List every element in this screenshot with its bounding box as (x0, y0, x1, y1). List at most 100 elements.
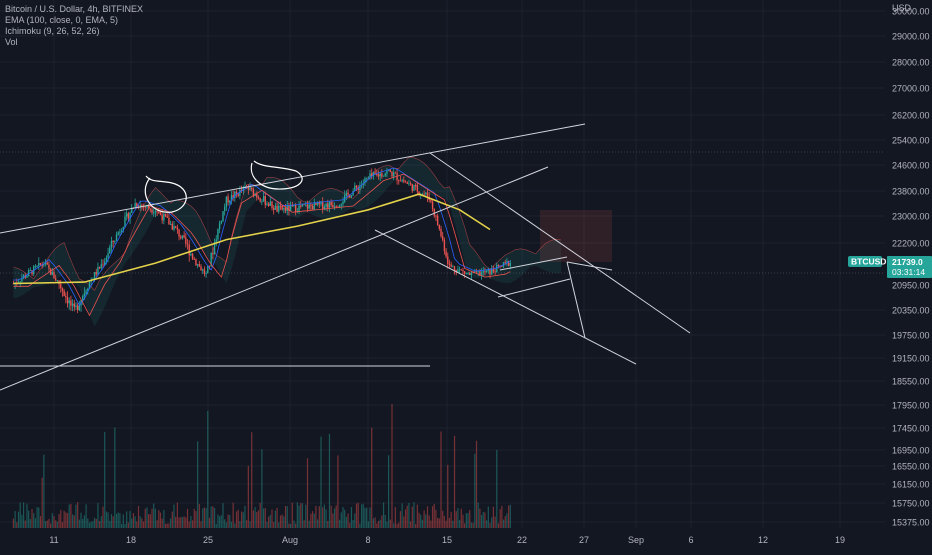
price-tick-label: 25400.00 (892, 136, 930, 146)
volume-bar (279, 515, 282, 528)
candle (273, 208, 275, 210)
candle (249, 187, 251, 190)
last-price-label: 21739.0 (892, 257, 923, 267)
volume-bar (31, 509, 33, 528)
candle (328, 201, 331, 208)
volume-bar (73, 515, 75, 528)
candle (220, 220, 223, 224)
indicator-ichimoku[interactable]: Ichimoku (9, 26, 52, 26) (5, 26, 100, 36)
ichimoku-cloud (13, 156, 612, 327)
candle (264, 196, 266, 205)
candle (261, 201, 263, 203)
candle (266, 203, 268, 205)
indicator-ema[interactable]: EMA (100, close, 0, EMA, 5) (5, 15, 119, 25)
candle (438, 225, 441, 229)
volume-bar (379, 519, 381, 528)
candle (107, 253, 109, 258)
volume-bar (168, 523, 170, 528)
candle (203, 269, 206, 274)
last-price-tag: BTCUSD 21739.0 03:31:14 (848, 256, 932, 278)
candle (198, 264, 201, 267)
volume-bar (489, 522, 491, 528)
candle (223, 206, 226, 212)
volume-bar (455, 511, 457, 528)
candle (17, 282, 20, 283)
volume-bar (215, 523, 217, 528)
bar-countdown: 03:31:14 (892, 267, 925, 277)
volume-bar (102, 506, 104, 528)
volume-bar (92, 521, 94, 528)
volume-bar (372, 518, 375, 528)
volume-bar (347, 513, 349, 528)
trendline-drawings[interactable] (0, 123, 691, 391)
volume-bar (173, 504, 175, 528)
candle (129, 212, 131, 219)
candle (215, 239, 217, 243)
candle (501, 266, 503, 267)
volume-bar (335, 505, 337, 528)
volume-bar (460, 508, 462, 528)
volume-bar (462, 514, 464, 528)
candle (217, 229, 219, 240)
volume-bar (251, 432, 253, 528)
candle (384, 173, 386, 176)
volume-bar (198, 503, 200, 528)
time-axis[interactable]: 11 18 25 Aug 8 15 22 27 Sep 6 12 19 (49, 535, 845, 545)
volume-bar (68, 504, 70, 528)
candle (371, 173, 373, 177)
price-tag-bg (887, 256, 932, 278)
volume-bar (149, 514, 151, 528)
volume-bar (440, 431, 442, 528)
volume-bar (269, 514, 271, 528)
candle (426, 192, 429, 198)
candle (21, 278, 23, 282)
volume-bar (428, 515, 430, 528)
price-tick-label: 28000.00 (892, 58, 930, 68)
volume-bar (181, 517, 184, 528)
candle (196, 264, 199, 266)
candle (156, 211, 158, 213)
price-tick-label: 24600.00 (892, 161, 930, 171)
volume-bar (65, 512, 67, 528)
volume-bar (33, 513, 35, 528)
volume-bar (323, 504, 325, 528)
candle (364, 178, 366, 183)
symbol-title[interactable]: Bitcoin / U.S. Dollar, 4h, BITFINEX (5, 4, 144, 14)
candle (421, 193, 424, 195)
volume-bar (22, 502, 25, 528)
volume-bar (142, 521, 145, 528)
candle (372, 172, 375, 177)
candle (176, 227, 179, 230)
volume-bar (467, 512, 469, 528)
volume-bar (190, 516, 192, 528)
candle (153, 212, 155, 214)
volume-bar (175, 516, 177, 528)
trendline (429, 152, 691, 334)
candle (367, 176, 370, 178)
volume-bar (124, 523, 126, 528)
candle (56, 280, 59, 282)
volume-bar (171, 511, 173, 528)
candle (88, 282, 91, 289)
volume-bar (97, 503, 99, 528)
volume-bar (393, 523, 395, 528)
volume-bar (308, 520, 310, 528)
candle (146, 205, 148, 208)
indicator-volume[interactable]: Vol (5, 37, 18, 47)
volume-bar (281, 514, 283, 528)
candle (347, 192, 349, 195)
candle (213, 242, 216, 254)
candle (430, 200, 432, 202)
volume-bar (266, 521, 268, 528)
volume-bar (315, 505, 317, 528)
candle (38, 262, 40, 266)
volume-bar (477, 502, 479, 528)
volume-bar (109, 520, 111, 528)
candle (136, 203, 138, 207)
candle (46, 262, 48, 265)
candle (232, 195, 234, 199)
volume-bar (16, 522, 18, 528)
